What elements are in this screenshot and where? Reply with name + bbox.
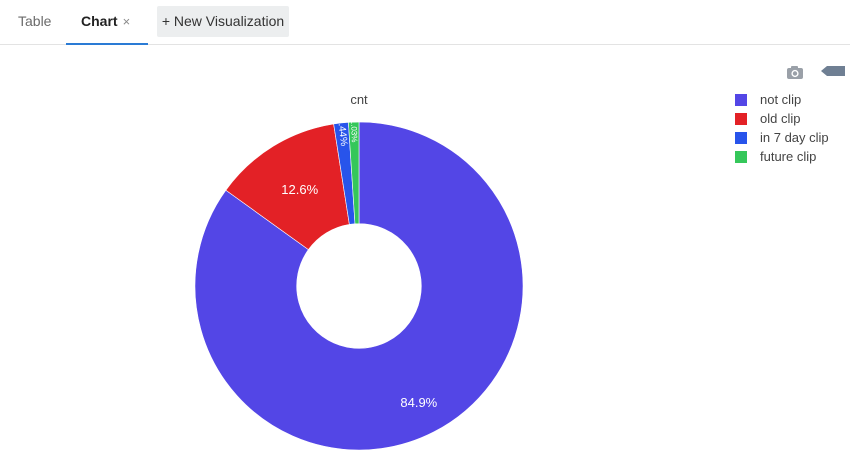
tab-table[interactable]: Table — [18, 0, 51, 43]
legend-swatch — [735, 94, 747, 106]
pie-chart: 84.9% 12.6% 1.44% 1.03% — [194, 117, 524, 451]
legend-item[interactable]: future clip — [735, 149, 816, 164]
chart-legend: not clip old clip in 7 day clip future clip — [735, 92, 829, 164]
chart-title: cnt — [350, 92, 368, 107]
pie-slice-old-clip[interactable] — [225, 123, 350, 251]
collapse-arrow-icon[interactable] — [821, 66, 845, 76]
legend-swatch — [735, 132, 747, 144]
tab-bar: Table Chart × + New Visualization — [0, 0, 850, 45]
pie-slice-not-clip[interactable] — [194, 121, 524, 451]
tab-chart[interactable]: Chart × — [66, 0, 148, 45]
slice-label: 1.44% — [335, 117, 349, 146]
legend-label: old clip — [760, 111, 800, 126]
legend-swatch — [735, 151, 747, 163]
legend-label: future clip — [760, 149, 816, 164]
legend-item[interactable]: not clip — [735, 92, 801, 107]
tab-chart-label: Chart — [81, 13, 118, 29]
slice-label: 1.03% — [349, 120, 359, 143]
legend-label: not clip — [760, 92, 801, 107]
tab-table-label: Table — [18, 13, 52, 29]
close-icon[interactable]: × — [122, 14, 131, 29]
legend-item[interactable]: in 7 day clip — [735, 130, 829, 145]
slice-label: 12.6% — [281, 182, 318, 197]
chart-area: cnt 84.9% 12.6% 1.44% 1.03% not clip old cli… — [194, 92, 829, 451]
legend-label: in 7 day clip — [760, 130, 829, 145]
new-visualization-button[interactable]: + New Visualization — [157, 6, 289, 37]
legend-item[interactable]: old clip — [735, 111, 800, 126]
pie-slice-future-clip[interactable] — [348, 121, 360, 225]
slice-label: 84.9% — [400, 395, 437, 410]
chart-toolbar — [785, 64, 847, 82]
legend-swatch — [735, 113, 747, 125]
camera-icon[interactable] — [787, 66, 803, 79]
